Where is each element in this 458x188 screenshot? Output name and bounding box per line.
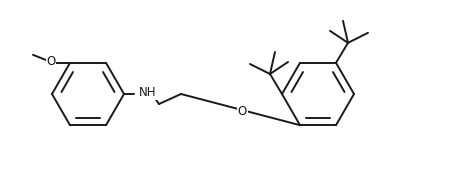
Text: O: O [238, 105, 247, 118]
Text: NH: NH [139, 86, 157, 99]
Text: O: O [46, 55, 55, 68]
